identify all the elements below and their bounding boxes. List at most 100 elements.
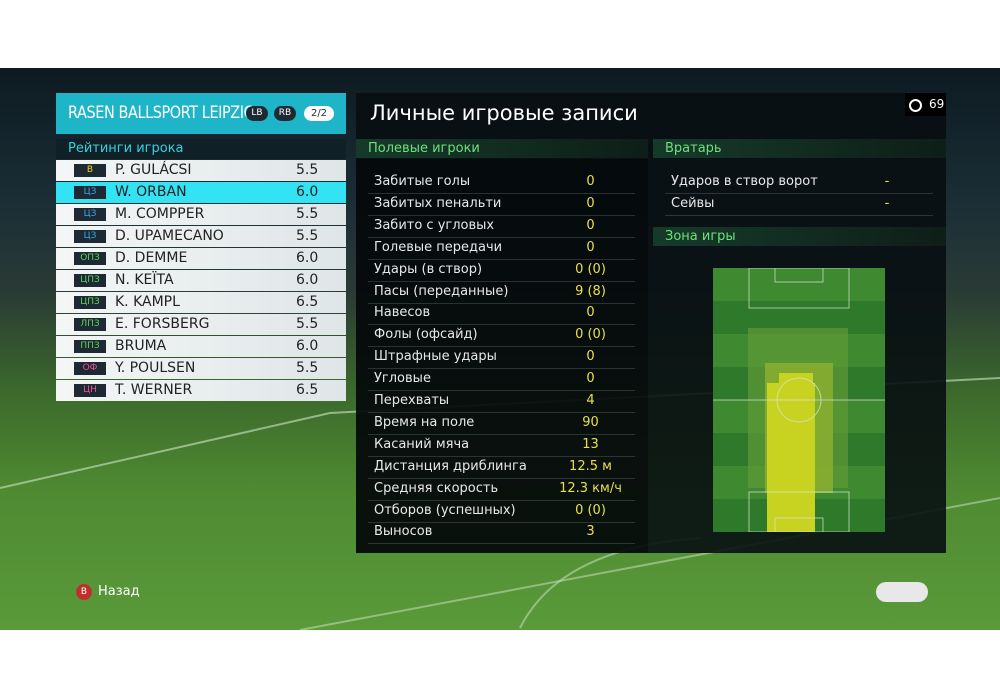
stat-value: 13 bbox=[582, 436, 599, 452]
player-rating: 5.5 bbox=[296, 316, 319, 332]
goalkeeper-title: Вратарь bbox=[653, 139, 946, 158]
field-players-panel bbox=[356, 159, 648, 553]
gk-value: - bbox=[884, 174, 890, 189]
heatmap bbox=[713, 268, 885, 532]
zone-title: Зона игры bbox=[653, 227, 946, 246]
stat-value: 0 bbox=[586, 305, 595, 321]
stat-row: Забитых пенальти 0 bbox=[368, 193, 635, 216]
player-name: K. KAMPL bbox=[115, 294, 180, 310]
menu-icons[interactable] bbox=[876, 582, 928, 602]
stat-row: Штрафные удары 0 bbox=[368, 346, 635, 370]
player-name: E. FORSBERG bbox=[115, 316, 210, 332]
stat-row: Голевые передачи 0 bbox=[368, 237, 635, 260]
player-row[interactable]: ЦПЗ K. KAMPL 6.5 bbox=[56, 292, 346, 313]
ratings-title: Рейтинги игрока bbox=[56, 139, 346, 159]
stat-label: Удары (в створ) bbox=[374, 261, 483, 277]
stat-row: Угловые 0 bbox=[368, 368, 635, 392]
gk-row: Ударов в створ ворот - bbox=[665, 171, 933, 194]
gk-row: Сейвы - bbox=[665, 193, 933, 216]
stat-row: Средняя скорость 12.3 км/ч bbox=[368, 478, 635, 501]
position-badge: ОПЗ bbox=[74, 252, 106, 265]
timer: 69 bbox=[929, 97, 945, 111]
player-rating: 6.5 bbox=[296, 294, 319, 310]
stat-label: Фолы (офсайд) bbox=[374, 327, 478, 343]
stat-value: 0 bbox=[586, 217, 595, 233]
position-badge: ЛПЗ bbox=[74, 318, 106, 331]
player-name: W. ORBAN bbox=[115, 184, 187, 200]
stat-row: Пасы (переданные) 9 (8) bbox=[368, 281, 635, 304]
team-header-bar bbox=[56, 93, 346, 134]
position-badge: ЦН bbox=[74, 384, 106, 397]
player-row[interactable]: ОФ Y. POULSEN 5.5 bbox=[56, 358, 346, 379]
stat-row: Отборов (успешных) 0 (0) bbox=[368, 500, 635, 523]
rb-button[interactable]: RB bbox=[274, 106, 296, 121]
player-name: P. GULÁCSI bbox=[115, 162, 192, 178]
stat-label: Забитые голы bbox=[374, 174, 471, 189]
stat-label: Касаний мяча bbox=[374, 436, 470, 452]
player-row[interactable]: ЦЗ W. ORBAN 6.0 bbox=[56, 182, 346, 203]
position-badge: ЦПЗ bbox=[74, 296, 106, 309]
stat-value: 9 (8) bbox=[575, 283, 606, 299]
gk-label: Сейвы bbox=[671, 196, 715, 211]
stat-value: 0 bbox=[586, 174, 595, 189]
player-row[interactable]: ОПЗ D. DEMME 6.0 bbox=[56, 248, 346, 269]
player-row[interactable]: ЛПЗ E. FORSBERG 5.5 bbox=[56, 314, 346, 335]
stat-label: Время на поле bbox=[374, 414, 475, 430]
stat-label: Перехваты bbox=[374, 393, 450, 408]
gk-label: Ударов в створ ворот bbox=[671, 174, 818, 189]
stat-label: Отборов (успешных) bbox=[374, 502, 516, 518]
stat-value: 3 bbox=[586, 524, 595, 540]
position-badge: В bbox=[74, 164, 106, 177]
player-rating: 5.5 bbox=[296, 162, 319, 178]
player-name: D. UPAMECANO bbox=[115, 228, 224, 244]
stat-row: Дистанция дриблинга 12.5 м bbox=[368, 456, 635, 479]
stat-label: Забито с угловых bbox=[374, 217, 495, 233]
player-name: T. WERNER bbox=[115, 382, 193, 398]
stat-value: 0 bbox=[586, 371, 595, 387]
stat-label: Пасы (переданные) bbox=[374, 283, 509, 299]
stat-value: 0 bbox=[586, 195, 595, 211]
player-row[interactable]: ЦН T. WERNER 6.5 bbox=[56, 380, 346, 401]
player-rating: 6.0 bbox=[296, 184, 319, 200]
player-name: M. COMPPER bbox=[115, 206, 205, 222]
player-row[interactable]: ЦПЗ N. KEÏTA 6.0 bbox=[56, 270, 346, 291]
stat-label: Дистанция дриблинга bbox=[374, 458, 527, 474]
page-indicator: 2/2 bbox=[304, 106, 334, 121]
stat-row: Удары (в створ) 0 (0) bbox=[368, 259, 635, 282]
position-badge: ППЗ bbox=[74, 340, 106, 353]
player-row[interactable]: ЦЗ D. UPAMECANO 5.5 bbox=[56, 226, 346, 247]
position-badge: ЦЗ bbox=[74, 208, 106, 221]
stat-label: Голевые передачи bbox=[374, 239, 503, 255]
player-rating: 6.0 bbox=[296, 250, 319, 266]
stat-row: Навесов 0 bbox=[368, 302, 635, 326]
stat-value: 0 (0) bbox=[575, 502, 606, 518]
stat-label: Навесов bbox=[374, 305, 431, 321]
player-name: Y. POULSEN bbox=[115, 360, 196, 376]
stat-label: Средняя скорость bbox=[374, 480, 499, 496]
stat-row: Фолы (офсайд) 0 (0) bbox=[368, 324, 635, 348]
player-rating: 6.0 bbox=[296, 272, 319, 288]
stat-row: Забитые голы 0 bbox=[368, 171, 635, 194]
player-row[interactable]: В P. GULÁCSI 5.5 bbox=[56, 160, 346, 181]
stat-label: Штрафные удары bbox=[374, 349, 497, 365]
player-rating: 6.0 bbox=[296, 338, 319, 354]
stat-row: Время на поле 90 bbox=[368, 412, 635, 435]
stat-value: 12.5 м bbox=[569, 458, 612, 474]
position-badge: ЦЗ bbox=[74, 186, 106, 199]
player-row[interactable]: ППЗ BRUMA 6.0 bbox=[56, 336, 346, 357]
stat-label: Выносов bbox=[374, 524, 433, 540]
stat-value: 4 bbox=[586, 393, 595, 408]
lb-button[interactable]: LB bbox=[246, 106, 268, 121]
player-row[interactable]: ЦЗ M. COMPPER 5.5 bbox=[56, 204, 346, 225]
player-rating: 6.5 bbox=[296, 382, 319, 398]
back-label[interactable]: Назад bbox=[98, 584, 140, 599]
player-name: N. KEÏTA bbox=[115, 272, 174, 288]
position-badge: ОФ bbox=[74, 362, 106, 375]
back-button-icon[interactable]: B bbox=[76, 584, 92, 600]
timer-icon bbox=[909, 99, 922, 112]
gk-value: - bbox=[884, 196, 890, 211]
stat-row: Забито с угловых 0 bbox=[368, 215, 635, 238]
records-title: Личные игровые записи bbox=[370, 101, 638, 125]
player-name: D. DEMME bbox=[115, 250, 188, 266]
